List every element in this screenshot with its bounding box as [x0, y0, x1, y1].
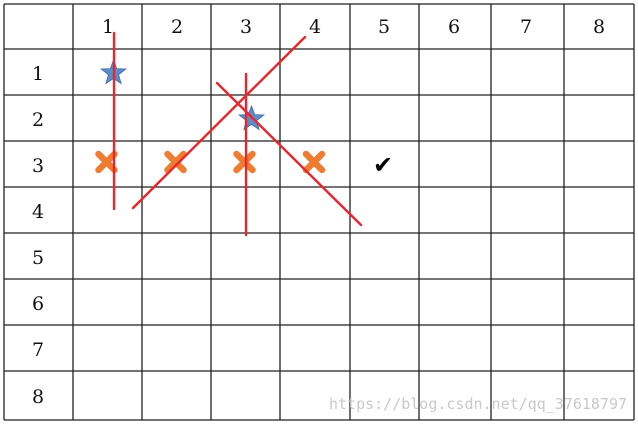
column-labels: 1 2 3 4 5 6 7 8 — [102, 16, 605, 38]
checkmark-icon: ✔ — [373, 151, 393, 179]
row-label-3: 3 — [32, 155, 44, 177]
cross-icon — [233, 150, 256, 174]
row-labels: 1 2 3 4 5 6 7 8 — [32, 63, 44, 408]
cross-icon — [95, 150, 118, 174]
col-label-2: 2 — [171, 16, 183, 38]
col-label-7: 7 — [520, 16, 532, 38]
col-label-4: 4 — [309, 16, 321, 38]
col-label-3: 3 — [240, 16, 252, 38]
watermark: https://blog.csdn.net/qq_37618797 — [329, 395, 627, 413]
attack-line-main-diagonal — [215, 81, 363, 227]
row-label-6: 6 — [32, 293, 44, 315]
cross-icon — [164, 150, 187, 174]
row-label-8: 8 — [32, 386, 44, 408]
row-label-2: 2 — [32, 109, 44, 131]
col-label-5: 5 — [378, 16, 390, 38]
col-label-1: 1 — [102, 16, 114, 38]
col-label-8: 8 — [593, 16, 605, 38]
attack-lines — [112, 31, 363, 237]
col-label-6: 6 — [448, 16, 460, 38]
row-label-7: 7 — [32, 339, 44, 361]
attack-line-anti-diagonal — [131, 35, 307, 210]
row-label-5: 5 — [32, 247, 44, 269]
cross-icon — [302, 150, 326, 174]
grid-lines — [3, 3, 635, 421]
row-label-4: 4 — [32, 201, 44, 223]
row-label-1: 1 — [32, 63, 44, 85]
